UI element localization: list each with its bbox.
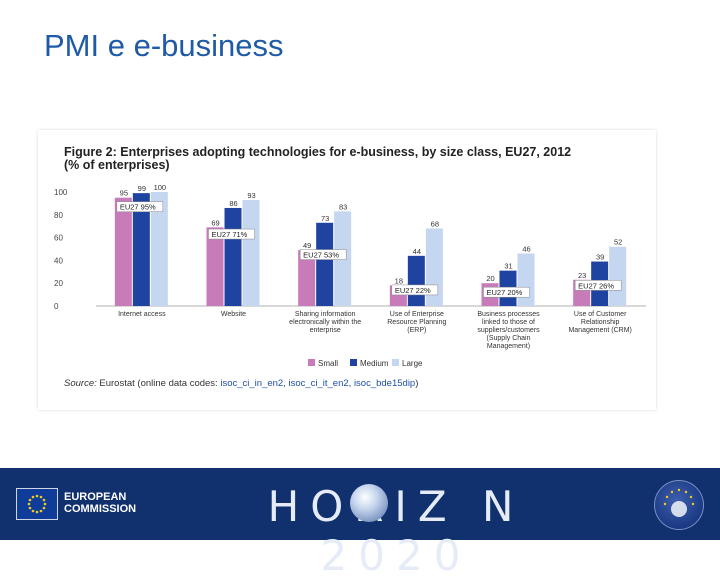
bar-value-label: 46 [522, 245, 530, 254]
bar-value-label: 99 [138, 184, 146, 193]
bar-value-label: 20 [486, 274, 494, 283]
bar-value-label: 31 [504, 262, 512, 271]
source-note: Source: Eurostat (online data codes: iso… [64, 378, 418, 389]
bar-value-label: 18 [395, 276, 403, 285]
category-label: Relationship [581, 319, 620, 326]
eu27-label: EU27 22% [395, 286, 431, 295]
category-label: Business processes [477, 311, 540, 318]
legend-swatch-medium [350, 359, 357, 366]
bar-value-label: 23 [578, 271, 586, 280]
horizon-2020-wordmark: HORIZ N 2020 [267, 482, 525, 580]
category-label: Internet access [118, 311, 166, 318]
bar-value-label: 49 [303, 241, 311, 250]
source-text: Eurostat (online data codes: [99, 378, 218, 389]
eu-stars-icon [27, 494, 47, 514]
bar-medium [132, 193, 150, 306]
eu27-label-box [574, 280, 622, 291]
eu-flag-logo [16, 488, 58, 520]
category-label: enterprise [310, 327, 341, 334]
category-label: Website [221, 311, 246, 318]
category-label: electronically within the [289, 319, 361, 326]
eu27-label-box [391, 284, 439, 296]
legend-swatch-large [392, 359, 399, 366]
bar-chart: 0 20 40 60 80 100 95 99 100 EU27 95% Internet acce… [54, 183, 646, 368]
source-label: Source: [64, 378, 97, 389]
figure-title-line1: Figure 2: Enterprises adopting technolog… [64, 145, 572, 159]
category-label: (ERP) [407, 327, 426, 334]
bar-large [150, 192, 168, 306]
slide-title: PMI e e-business [44, 28, 284, 63]
innovation-union-badge-icon [654, 480, 704, 530]
y-tick-label: 80 [54, 211, 63, 220]
eu27-label-box [208, 228, 255, 240]
eu27-label-box [299, 249, 347, 260]
ec-name-line2: COMMISSION [64, 503, 137, 515]
bar-large [609, 246, 627, 306]
legend-label-small: Small [318, 359, 338, 368]
legend-label-medium: Medium [360, 359, 389, 368]
ec-name-line1: EUROPEAN [64, 491, 127, 503]
globe-icon [350, 484, 388, 522]
bar-small [114, 197, 132, 306]
bar-value-label: 69 [211, 218, 219, 227]
category-label: suppliers/customers [477, 327, 540, 334]
bar-value-label: 68 [431, 219, 439, 228]
bar-value-label: 93 [247, 191, 255, 200]
bar-medium [407, 255, 425, 306]
category-label: Management (CRM) [568, 327, 631, 334]
eu27-label: EU27 26% [578, 281, 614, 290]
figure-box: Figure 2: Enterprises adopting technolog… [38, 130, 656, 410]
bar-large [517, 253, 535, 306]
bar-value-label: 95 [120, 189, 128, 198]
bar-value-label: 73 [321, 214, 329, 223]
category-label: Use of Enterprise [390, 311, 444, 318]
eu27-label-box [116, 201, 164, 212]
category-label: Use of Customer [574, 311, 627, 318]
legend-swatch-small [308, 359, 315, 366]
eu27-label: EU27 20% [487, 288, 523, 297]
y-tick-label: 20 [54, 279, 63, 288]
y-tick-label: 40 [54, 256, 63, 265]
bar-value-label: 100 [154, 183, 167, 192]
bar-value-label: 83 [339, 202, 347, 211]
y-tick-label: 100 [54, 188, 68, 197]
bar-value-label: 39 [596, 253, 604, 262]
eu27-label-box [483, 286, 530, 298]
category-label: Sharing information [295, 311, 356, 318]
eu27-label: EU27 71% [212, 230, 248, 239]
y-tick-label: 60 [54, 234, 63, 243]
legend-label-large: Large [402, 359, 423, 368]
category-label: Management) [487, 343, 530, 350]
bar-small [206, 227, 224, 306]
bar-small [298, 250, 316, 306]
category-label: (Supply Chain [487, 335, 531, 342]
category-label: linked to those of [482, 319, 535, 326]
figure-title-line2: (% of enterprises) [64, 158, 170, 172]
figure-title: Figure 2: Enterprises adopting technolog… [64, 146, 634, 172]
footer-band: EUROPEAN COMMISSION HORIZ N 2020 [0, 468, 720, 580]
eu27-label: EU27 95% [120, 203, 156, 212]
bar-medium [224, 207, 242, 306]
bar-medium [316, 222, 334, 306]
eu27-label: EU27 53% [303, 251, 339, 260]
source-end: ) [415, 378, 419, 389]
bar-value-label: 44 [413, 247, 421, 256]
bar-large [242, 199, 260, 306]
category-label: Resource Planning [387, 319, 446, 326]
bar-value-label: 52 [614, 238, 622, 247]
y-tick-label: 0 [54, 302, 59, 311]
ec-name: EUROPEAN COMMISSION [64, 491, 136, 515]
source-codes-link[interactable]: isoc_ci_in_en2, isoc_ci_it_en2, isoc_bde… [220, 378, 416, 389]
bar-value-label: 86 [229, 199, 237, 208]
